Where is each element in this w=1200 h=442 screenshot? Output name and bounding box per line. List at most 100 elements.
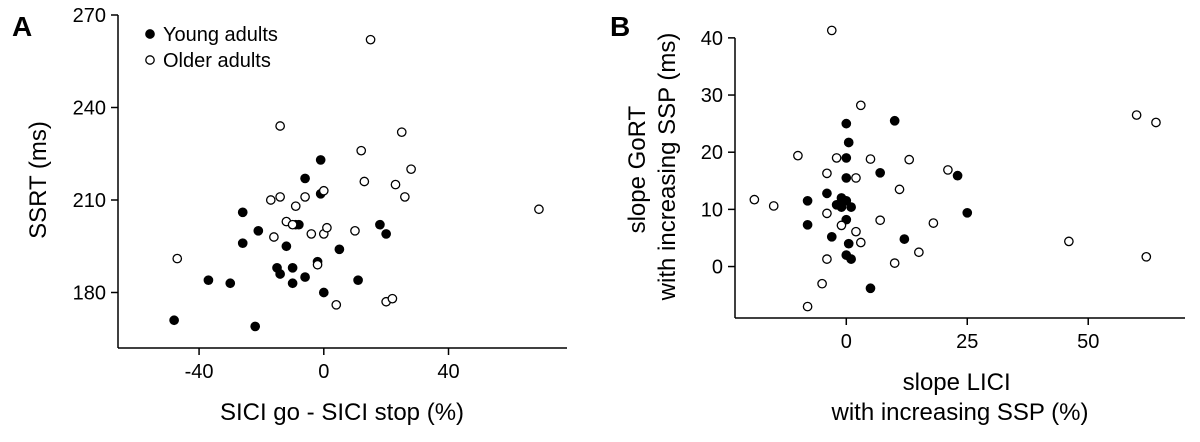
panel-b-older-adult-point (865, 154, 876, 164)
panel-a-older-adult-point (287, 219, 298, 230)
panel-a-older-adult-point (265, 195, 276, 205)
panel-a-young-adult-point (281, 241, 292, 252)
panel-a-young-adult-point (300, 272, 310, 282)
panel-a-older-adult-point (275, 121, 285, 131)
panel-a-older-adult-point (400, 192, 410, 202)
panel-a-points (169, 34, 544, 332)
panel-b-older-adult-point (822, 208, 832, 219)
panel-a-young-adult-point (203, 275, 214, 286)
panel-a-older-adult-point (322, 222, 332, 233)
panel-b-older-adult-point (802, 301, 813, 312)
panel-b-young-adult-point (836, 202, 847, 212)
panel-b-older-adult-point (749, 194, 760, 205)
panel-b-y-axis-title-line-2: with increasing SSP (ms) (654, 33, 681, 302)
panel-a-young-adult-point (169, 315, 179, 326)
panel-a-young-adult-point (381, 229, 392, 239)
panel-b-older-adult-point (822, 168, 832, 179)
panel-a-older-adult-point (300, 192, 310, 202)
panel-b-older-adult-point (817, 278, 827, 289)
panel-b-older-adult-point (904, 154, 915, 165)
legend-older-marker (145, 55, 155, 65)
panel-b-x-tick-label: 25 (956, 331, 978, 353)
panel-a-young-adult-point (225, 278, 236, 289)
panel-a-older-adult-point (387, 293, 398, 304)
panel-a-older-adult-point (269, 232, 279, 242)
panel-b-y-axis-title-line-1: slope GoRT (624, 105, 651, 233)
panel-a-older-adult-point (290, 201, 301, 212)
panel-b-older-adult-point (1151, 117, 1161, 128)
panel-b-older-adult-point (826, 25, 837, 36)
panel-a-legend: Young adults Older adults (145, 24, 278, 72)
panel-b-older-adult-point (928, 218, 939, 228)
panel-a-y-tick-label: 240 (73, 98, 106, 120)
panel-a-x-tick-label: -40 (185, 361, 214, 383)
panel-b-older-adult-point (768, 201, 779, 211)
panel-a-y-tick-label: 210 (73, 190, 106, 212)
panel-b-older-adult-point (943, 165, 953, 175)
panel-b-older-adult-point (851, 173, 861, 183)
panel-b-older-adult-point (822, 254, 832, 264)
panel-b-x-tick-label: 50 (1077, 331, 1099, 353)
panel-a-young-adult-point (287, 262, 298, 273)
panel-b-young-adult-point (822, 188, 832, 199)
panel-a-y-tick-label: 180 (73, 283, 106, 305)
panel-a-y-tick-label: 270 (73, 5, 106, 27)
panel-b-y-tick-label: 10 (701, 199, 723, 221)
panel-b-older-adult-point (914, 247, 924, 258)
panel-b-young-adult-point (841, 195, 852, 206)
panel-b-young-adult-point (841, 118, 852, 129)
panel-b-older-adult-point (793, 150, 803, 161)
panel-b-older-adult-point (1064, 236, 1074, 247)
panel-a-older-adult-point (356, 145, 367, 156)
panel-b-older-adult-point (875, 215, 886, 226)
panel-b-letter: B (610, 11, 630, 42)
panel-a-young-adult-point (353, 275, 363, 286)
panel-a-young-adult-point (334, 244, 345, 255)
panel-b-y-tick-label: 30 (701, 85, 723, 107)
panel-a-young-adult-point (287, 278, 298, 289)
legend-older-label: Older adults (163, 50, 271, 72)
panel-a-y-axis-title: SSRT (ms) (25, 121, 52, 239)
panel-b-points (749, 25, 1161, 312)
panel-a-axes: 180 210 240 270 -40 0 40 (73, 5, 567, 383)
panel-b-older-adult-point (836, 220, 847, 231)
panel-a-older-adult-point (359, 176, 370, 187)
panel-b-young-adult-point (962, 207, 973, 218)
panel-a-young-adult-point (253, 225, 264, 236)
panel-b-young-adult-point (802, 195, 813, 206)
panel-a-older-adult-point (534, 204, 544, 215)
panel-a-young-adult-point (237, 207, 248, 218)
panel-a-older-adult-point (318, 185, 329, 196)
panel-b-older-adult-point (831, 153, 842, 163)
panel-b-young-adult-point (841, 173, 852, 183)
panel-b-young-adult-point (802, 219, 813, 230)
panel-b-y-tick-label: 0 (712, 257, 723, 279)
panel-a-older-adult-point (390, 179, 401, 190)
panel-a-older-adult-point (350, 225, 360, 236)
panel-a-letter: A (12, 11, 32, 42)
panel-b-y-axis-title: slope GoRT with increasing SSP (ms) (624, 33, 681, 302)
legend-young-label: Young adults (163, 24, 278, 46)
panel-b-young-adult-point (826, 231, 837, 242)
panel-a-young-adult-point (250, 321, 261, 332)
panel-b-young-adult-point (843, 238, 854, 249)
legend-young-marker (145, 29, 155, 39)
panel-a-older-adult-point (172, 253, 183, 264)
panel-a: A 180 210 240 270 -40 0 40 Young adults Older … (12, 5, 567, 426)
panel-b-young-adult-point (846, 202, 856, 212)
panel-b-young-adult-point (865, 283, 876, 294)
panel-b-y-tick-label: 20 (701, 142, 723, 164)
panel-a-young-adult-point (237, 238, 248, 249)
panel-a-older-adult-point (306, 229, 317, 239)
panel-a-x-tick-label: 40 (437, 361, 459, 383)
panel-b-young-adult-point (841, 153, 852, 163)
panel-a-young-adult-point (300, 173, 310, 184)
panel-b-young-adult-point (952, 170, 963, 181)
panel-b-young-adult-point (875, 167, 886, 178)
panel-b-young-adult-point (889, 115, 900, 126)
panel-b-young-adult-point (843, 137, 854, 148)
panel-a-x-axis-title: SICI go - SICI stop (%) (220, 399, 464, 426)
panel-a-older-adult-point (406, 164, 416, 175)
panel-b-older-adult-point (1141, 251, 1152, 262)
